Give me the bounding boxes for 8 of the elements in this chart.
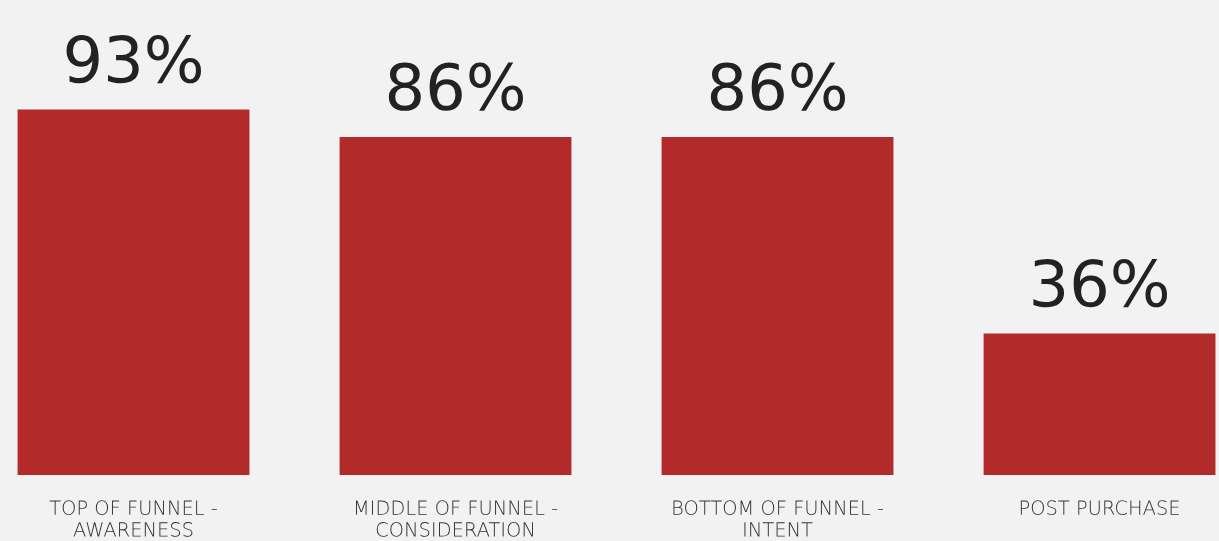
data-label: 86% bbox=[388, 62, 523, 111]
data-label: 36% bbox=[1033, 258, 1168, 308]
x-tick-label: TOP OF FUNNEL - AWARENESS bbox=[49, 500, 217, 537]
data-label: 86% bbox=[710, 62, 845, 111]
x-tick-label: MIDDLE OF FUNNEL - CONSIDERATION bbox=[356, 500, 558, 537]
data-label: 93% bbox=[66, 35, 201, 84]
x-tick-label: BOTTOM OF FUNNEL - INTENT bbox=[673, 500, 884, 537]
x-tick-label: POST PURCHASE bbox=[1020, 500, 1179, 516]
